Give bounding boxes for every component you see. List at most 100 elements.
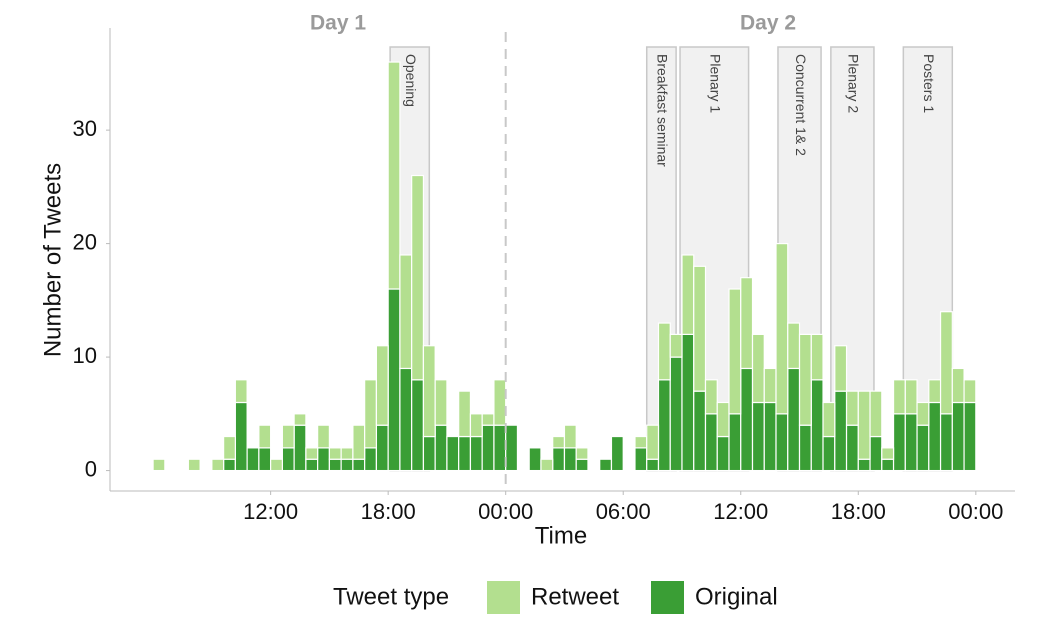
bar-segment	[387, 61, 401, 290]
bar-segment	[411, 379, 425, 472]
bar-segment	[317, 447, 330, 472]
bar-segment	[434, 379, 448, 426]
bar-segment	[728, 413, 742, 472]
bar-segment	[387, 288, 401, 472]
y-tick-label: 20	[73, 229, 97, 254]
bar-segment	[775, 243, 789, 415]
bar-segment	[328, 458, 342, 472]
bar-segment	[681, 254, 695, 335]
bar-segment	[352, 458, 366, 472]
bar-segment	[857, 458, 871, 472]
bar-segment	[939, 413, 953, 472]
bar-segment	[939, 311, 953, 415]
bar-segment	[258, 447, 272, 472]
bar-segment	[258, 424, 272, 449]
bar-segment	[246, 447, 260, 472]
bar-segment	[928, 401, 942, 472]
legend-swatch	[487, 581, 520, 614]
session-label: Concurrent 1& 2	[793, 54, 809, 156]
bar-segment	[904, 413, 918, 472]
bar-segment	[340, 458, 354, 472]
bar-segment	[446, 435, 460, 472]
bar-segment	[916, 401, 930, 426]
bar-segment	[693, 265, 707, 392]
x-tick-label: 06:00	[596, 499, 651, 524]
bar-segment	[963, 379, 977, 404]
bar-segment	[528, 447, 542, 472]
bar-segment	[646, 424, 660, 460]
bar-segment	[281, 447, 295, 472]
bar-segment	[575, 447, 589, 460]
bar-segment	[375, 345, 389, 426]
bar-segment	[493, 379, 507, 426]
day-label: Day 2	[740, 12, 796, 35]
bar-segment	[963, 401, 977, 472]
session-label: Posters 1	[921, 54, 937, 113]
bar-segment	[751, 333, 765, 404]
bar-segment	[704, 413, 718, 472]
bar-segment	[293, 413, 307, 426]
bar-segment	[740, 367, 754, 472]
x-tick-label: 18:00	[831, 499, 886, 524]
bar-segment	[657, 322, 671, 381]
bar-segment	[810, 379, 824, 472]
bar-segment	[293, 424, 307, 472]
bar-segment	[775, 413, 789, 472]
y-axis-title: Number of Tweets	[39, 163, 66, 357]
bar-segment	[422, 345, 436, 438]
bar-segment	[610, 435, 624, 472]
bar-segment	[904, 379, 918, 415]
x-tick-label: 12:00	[713, 499, 768, 524]
bar-segment	[328, 447, 342, 460]
bar-segment	[716, 435, 730, 472]
bar-segment	[234, 401, 248, 472]
bar-segment	[223, 458, 236, 472]
bar-segment	[669, 356, 683, 472]
bar-segment	[728, 288, 742, 415]
bar-segment	[434, 424, 448, 472]
bar-segment	[693, 390, 707, 472]
x-tick-label: 00:00	[478, 499, 533, 524]
bar-segment	[540, 458, 554, 472]
bar-segment	[845, 390, 859, 426]
bar-segment	[810, 333, 824, 381]
legend-title: Tweet type	[333, 583, 449, 610]
bar-segment	[187, 458, 201, 472]
y-tick-label: 0	[85, 456, 97, 481]
bar-segment	[881, 447, 895, 460]
legend-label: Retweet	[531, 583, 619, 610]
bar-segment	[787, 322, 801, 370]
bar-segment	[681, 333, 695, 472]
bar-segment	[493, 424, 507, 472]
bar-segment	[834, 390, 848, 472]
x-tick-label: 00:00	[948, 499, 1003, 524]
bar-segment	[481, 413, 495, 426]
session-label: Breakfast seminar	[655, 54, 671, 167]
bar-segment	[552, 435, 566, 449]
bar-segment	[881, 458, 895, 472]
bar-segment	[869, 390, 883, 438]
bar-segment	[845, 424, 859, 472]
bar-segment	[916, 424, 930, 472]
session-label: Plenary 1	[708, 54, 724, 113]
x-tick-label: 18:00	[361, 499, 416, 524]
bar-segment	[223, 435, 236, 460]
bar-segment	[458, 390, 472, 438]
bar-segment	[599, 458, 613, 472]
bar-segment	[763, 401, 777, 472]
session-label: Opening	[403, 54, 419, 107]
bar-segment	[211, 458, 225, 472]
y-tick-label: 30	[73, 116, 97, 141]
bar-segment	[798, 333, 812, 426]
x-tick-label: 12:00	[243, 499, 298, 524]
bar-segment	[469, 435, 483, 472]
bar-segment	[352, 424, 366, 460]
bar-segment	[575, 458, 589, 472]
bar-segment	[740, 277, 754, 370]
bar-segment	[928, 379, 942, 404]
bar-segment	[411, 174, 425, 381]
bar-segment	[657, 379, 671, 472]
bar-segment	[364, 379, 378, 449]
bar-segment	[751, 401, 765, 472]
x-axis-title: Time	[535, 522, 587, 549]
